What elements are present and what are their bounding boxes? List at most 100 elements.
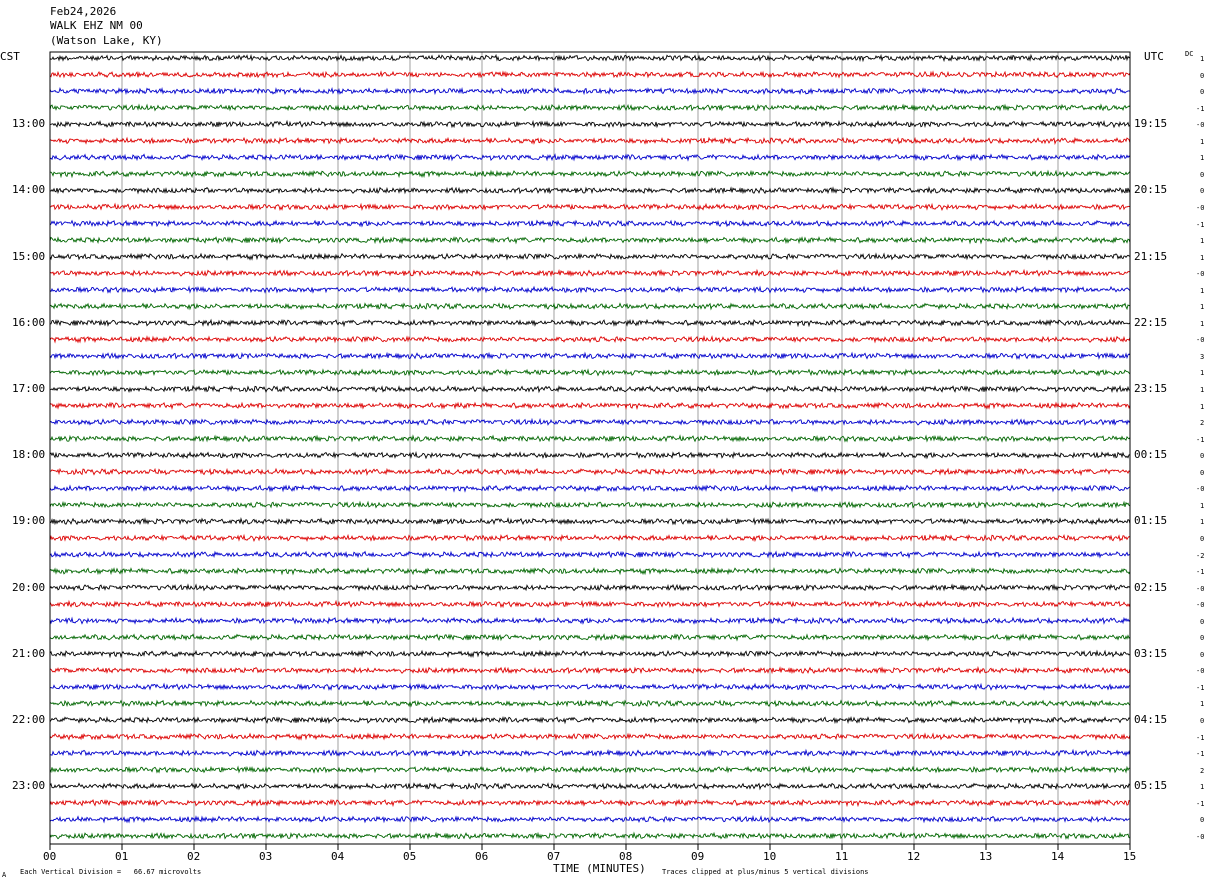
scale-note: Each Vertical Division = 66.67 microvolt… — [20, 868, 202, 876]
dc-offset-label: -0 — [1196, 203, 1205, 212]
trace-row-47 — [49, 831, 1131, 840]
trace-row-32 — [49, 583, 1131, 592]
right-hour-label: 22:15 — [1134, 315, 1168, 329]
header-location: (Watson Lake, KY) — [50, 34, 163, 47]
dc-offset-label: -0 — [1196, 584, 1205, 593]
right-hour-label: 04:15 — [1134, 713, 1168, 726]
x-tick-label-05: 05 — [403, 850, 417, 863]
dc-offset-label: 1 — [1200, 518, 1205, 527]
dc-offset-label: 1 — [1200, 237, 1205, 246]
trace-row-18 — [49, 351, 1131, 360]
right-hour-label: 19:15 — [1134, 117, 1168, 131]
dc-offset-label: 0 — [1200, 170, 1205, 179]
trace-row-46 — [49, 814, 1131, 824]
left-hour-label: 14:00 — [12, 183, 46, 197]
x-tick-label-02: 02 — [187, 850, 201, 863]
dc-offset-label: 1 — [1200, 369, 1205, 378]
right-hour-label: 03:15 — [1134, 646, 1168, 660]
dc-offset-label: 1 — [1200, 55, 1205, 63]
trace-row-19 — [49, 368, 1131, 377]
dc-offset-label: 0 — [1200, 650, 1205, 659]
dc-offset-label: 1 — [1200, 286, 1205, 295]
dc-offset-label: -1 — [1196, 799, 1205, 808]
left-hour-label: 15:00 — [12, 249, 46, 263]
dc-offset-label: 1 — [1200, 700, 1205, 709]
right-hour-label: 01:15 — [1134, 514, 1168, 528]
trace-row-5 — [50, 136, 1131, 145]
x-tick-label-10: 10 — [763, 850, 777, 863]
trace-row-20 — [49, 384, 1131, 394]
left-hour-label: 13:00 — [12, 117, 46, 131]
dc-offset-label: 0 — [1200, 617, 1205, 626]
x-tick-label-03: 03 — [259, 850, 273, 863]
clip-note: Traces clipped at plus/minus 5 vertical … — [662, 868, 869, 876]
trace-row-42 — [49, 748, 1131, 758]
trace-row-30 — [49, 550, 1131, 559]
trace-row-40 — [49, 715, 1131, 725]
left-hour-label: 21:00 — [12, 646, 46, 660]
dc-offset-label: -0 — [1196, 270, 1205, 279]
trace-row-3 — [49, 103, 1131, 112]
dc-offset-label: 0 — [1200, 187, 1205, 196]
trace-row-14 — [49, 285, 1131, 294]
trace-row-38 — [49, 682, 1131, 691]
dc-offset-label: 0 — [1200, 816, 1205, 825]
trace-row-27 — [49, 500, 1131, 509]
x-tick-label-14: 14 — [1051, 850, 1065, 863]
x-tick-label-00: 00 — [43, 850, 57, 863]
header-date: Feb24,2026 — [50, 5, 117, 18]
trace-row-17 — [49, 335, 1131, 344]
dc-offset-label: 0 — [1200, 452, 1205, 461]
dc-offset-label: 0 — [1200, 88, 1205, 97]
dc-offset-label: 0 — [1200, 534, 1205, 543]
dc-offset-label: 0 — [1200, 717, 1205, 725]
dc-offset-label: 1 — [1200, 386, 1205, 394]
trace-row-39 — [49, 699, 1131, 708]
header-station: WALK EHZ NM 00 — [50, 19, 143, 32]
trace-row-7 — [49, 169, 1131, 179]
trace-row-44 — [49, 782, 1131, 791]
dc-offset-label: -1 — [1196, 568, 1205, 577]
right-axis-title: UTC — [1144, 50, 1164, 63]
x-tick-label-08: 08 — [619, 850, 633, 863]
dc-offset-label: 0 — [1200, 468, 1205, 477]
trace-row-22 — [49, 417, 1131, 427]
dc-offset-label: 3 — [1200, 352, 1205, 361]
trace-row-15 — [49, 302, 1131, 311]
right-hour-label: 23:15 — [1134, 382, 1168, 395]
dc-offset-label: 1 — [1200, 253, 1205, 262]
dc-offset-label: -2 — [1196, 551, 1205, 560]
right-hour-label: 00:15 — [1134, 448, 1168, 462]
x-tick-label-11: 11 — [835, 850, 849, 863]
dc-offset-label: 1 — [1200, 154, 1205, 163]
trace-row-35 — [49, 633, 1131, 642]
dc-offset-label: -1 — [1196, 733, 1205, 742]
trace-row-43 — [49, 765, 1131, 774]
x-tick-label-07: 07 — [547, 850, 561, 863]
dc-offset-label: 2 — [1200, 419, 1205, 428]
x-tick-label-15: 15 — [1123, 850, 1137, 863]
corner-mark: A — [2, 871, 7, 879]
trace-row-45 — [49, 798, 1131, 808]
dc-offset-label: 1 — [1200, 319, 1205, 328]
trace-row-33 — [49, 599, 1131, 609]
trace-row-13 — [49, 268, 1131, 278]
x-axis-label: TIME (MINUTES) — [553, 862, 646, 875]
left-hour-label: 19:00 — [12, 514, 46, 528]
trace-row-31 — [49, 566, 1131, 576]
dc-offset-label: -0 — [1196, 336, 1205, 345]
trace-group — [49, 53, 1131, 840]
left-axis-title: CST — [0, 50, 20, 63]
minute-grid — [121, 52, 1059, 844]
dc-offset-label: -0 — [1196, 667, 1205, 676]
dc-offset-label: 0 — [1200, 71, 1205, 80]
dc-offset-label: -0 — [1196, 601, 1205, 610]
trace-row-0 — [49, 53, 1131, 63]
trace-row-23 — [49, 434, 1131, 443]
trace-row-10 — [49, 219, 1131, 228]
dc-offset-label: -1 — [1196, 104, 1205, 113]
dc-offset-label: -1 — [1196, 683, 1205, 692]
trace-row-25 — [49, 467, 1131, 477]
trace-row-36 — [49, 649, 1131, 659]
